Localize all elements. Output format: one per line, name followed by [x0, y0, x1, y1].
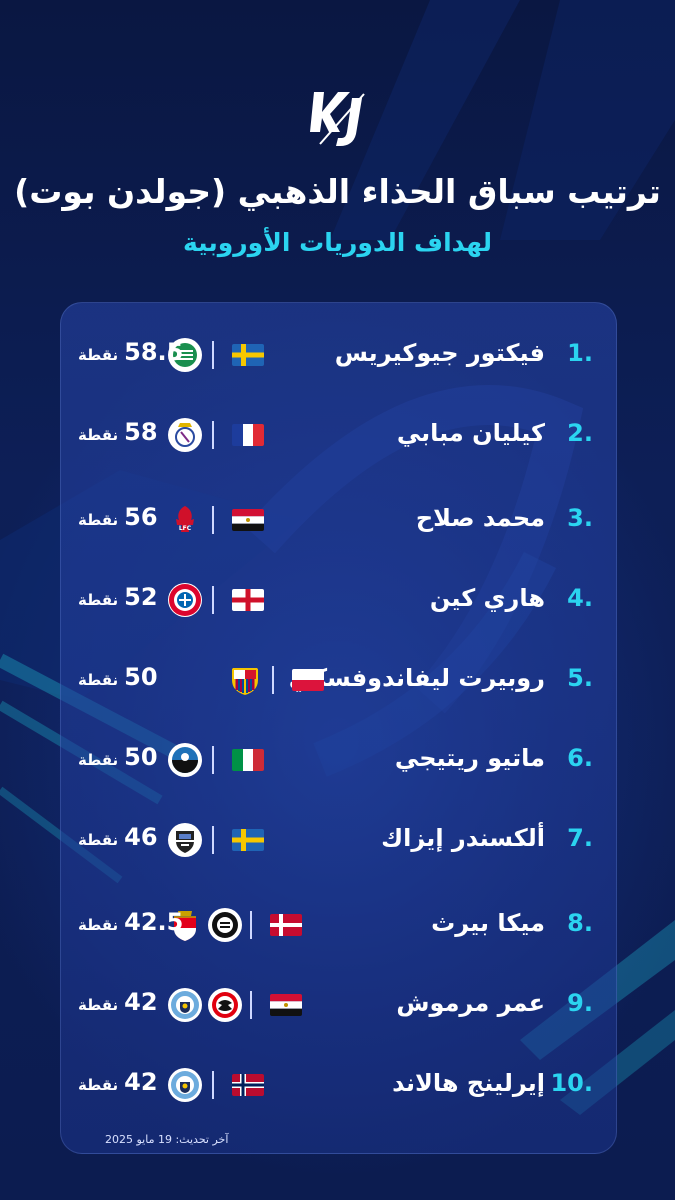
separator — [212, 826, 214, 854]
points-value: 42.5 — [124, 908, 184, 936]
player-name: ميكا بيرث — [431, 909, 545, 937]
points-value: 46 — [124, 823, 158, 851]
poland-flag-icon — [292, 669, 324, 691]
atalanta-crest-icon — [168, 743, 202, 777]
points-unit: نقطة — [78, 751, 119, 769]
monaco-crest-icon — [174, 911, 196, 941]
svg-text:LFC: LFC — [179, 525, 192, 532]
points-unit: نقطة — [78, 996, 119, 1014]
rank-number: 5. — [567, 664, 593, 692]
separator — [212, 421, 214, 449]
player-name: فيكتور جيوكيريس — [334, 339, 545, 367]
player-name: روبيرت ليفاندوفسكي — [288, 664, 545, 692]
egypt-flag-icon — [232, 509, 264, 531]
points-value: 58.5 — [124, 338, 184, 366]
points-value: 50 — [124, 663, 158, 691]
separator — [212, 341, 214, 369]
rank-number: 1. — [567, 339, 593, 367]
rank-number: 4. — [567, 584, 593, 612]
ranking-row: 8. ميكا بيرث 42.5 نقطة — [60, 905, 617, 945]
separator — [272, 666, 274, 694]
liverpool-crest-icon: LFC — [176, 506, 194, 532]
manchester-city-crest-icon — [168, 988, 202, 1022]
italy-flag-icon — [232, 749, 264, 771]
points-value: 50 — [124, 743, 158, 771]
player-name: محمد صلاح — [415, 504, 545, 532]
page-title: ترتيب سباق الحذاء الذهبي (جولدن بوت) — [14, 172, 661, 211]
manchester-city-crest-icon — [168, 1068, 202, 1102]
points-value: 56 — [124, 503, 158, 531]
france-flag-icon — [232, 424, 264, 446]
ranking-row: 7. ألكسندر إيزاك 46 نقطة — [60, 820, 617, 860]
rank-number: 2. — [567, 419, 593, 447]
barcelona-crest-icon — [232, 668, 258, 695]
rank-number: 9. — [567, 989, 593, 1017]
rank-number: 3. — [567, 504, 593, 532]
sweden-flag-icon — [232, 829, 264, 851]
brand-logo — [310, 92, 365, 146]
points-unit: نقطة — [78, 831, 119, 849]
player-name: ماتيو ريتيجي — [394, 744, 545, 772]
points-value: 52 — [124, 583, 158, 611]
rank-number: 10. — [550, 1069, 593, 1097]
player-name: ألكسندر إيزاك — [381, 824, 545, 852]
separator — [212, 1071, 214, 1099]
points-value: 42 — [124, 1068, 158, 1096]
denmark-flag-icon — [270, 914, 302, 936]
ranking-panel — [60, 302, 617, 1154]
separator — [212, 586, 214, 614]
rank-number: 8. — [567, 909, 593, 937]
sporting-cp-crest-icon — [168, 338, 202, 372]
ranking-row: 4. هاري كين 52 نقطة — [60, 580, 617, 620]
separator — [250, 991, 252, 1019]
ranking-row: 10. إيرلينج هالاند 42 نقطة — [60, 1065, 617, 1105]
player-name: هاري كين — [429, 584, 545, 612]
norway-flag-icon — [232, 1074, 264, 1096]
newcastle-crest-icon — [168, 823, 202, 857]
points-unit: نقطة — [78, 1076, 119, 1094]
points-unit: نقطة — [78, 511, 119, 529]
england-flag-icon — [232, 589, 264, 611]
ranking-row: 9. عمر مرموش 42 نقطة — [60, 985, 617, 1025]
points-unit: نقطة — [78, 671, 119, 689]
points-unit: نقطة — [78, 916, 119, 934]
ranking-row: 6. ماتيو ريتيجي 50 نقطة — [60, 740, 617, 780]
sweden-flag-icon — [232, 344, 264, 366]
points-unit: نقطة — [78, 426, 119, 444]
separator — [212, 746, 214, 774]
ranking-row: 5. روبيرت ليفاندوفسكي 50 نقطة — [60, 660, 617, 700]
points-unit: نقطة — [78, 346, 119, 364]
player-name: كيليان مبابي — [396, 419, 545, 447]
player-name: إيرلينج هالاند — [392, 1069, 545, 1097]
points-unit: نقطة — [78, 591, 119, 609]
ranking-row: 2. كيليان مبابي 58 نقطة — [60, 415, 617, 455]
egypt-flag-icon — [270, 994, 302, 1016]
points-value: 42 — [124, 988, 158, 1016]
rank-number: 7. — [567, 824, 593, 852]
eintracht-frankfurt-crest-icon — [208, 988, 242, 1022]
sturm-graz-crest-icon — [208, 908, 242, 942]
bayern-munich-crest-icon — [168, 583, 202, 617]
ranking-row: 1. فيكتور جيوكيريس 58.5 نقطة — [60, 335, 617, 375]
real-madrid-crest-icon — [168, 418, 202, 452]
ranking-row: 3. محمد صلاح LFC 56 نقطة — [60, 500, 617, 540]
separator — [212, 506, 214, 534]
last-updated-text: آخر تحديث: 19 مايو 2025 — [105, 1133, 229, 1146]
page-subtitle: لهداف الدوريات الأوروبية — [183, 228, 492, 257]
rank-number: 6. — [567, 744, 593, 772]
points-value: 58 — [124, 418, 158, 446]
separator — [250, 911, 252, 939]
player-name: عمر مرموش — [396, 989, 545, 1017]
